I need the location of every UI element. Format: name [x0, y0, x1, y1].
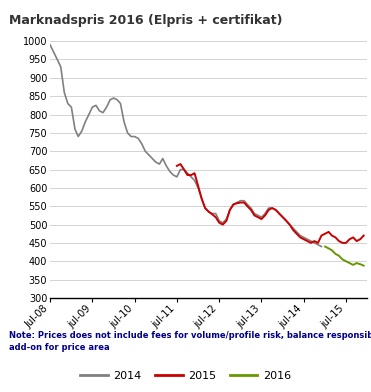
Legend: 2014, 2015, 2016: 2014, 2015, 2016 [75, 367, 296, 386]
Text: Note: Prices does not include fees for volume/profile risk, balance responsibili: Note: Prices does not include fees for v… [9, 331, 371, 340]
Text: Marknadspris 2016 (Elpris + certifikat): Marknadspris 2016 (Elpris + certifikat) [9, 14, 283, 27]
Text: add-on for price area: add-on for price area [9, 343, 110, 352]
